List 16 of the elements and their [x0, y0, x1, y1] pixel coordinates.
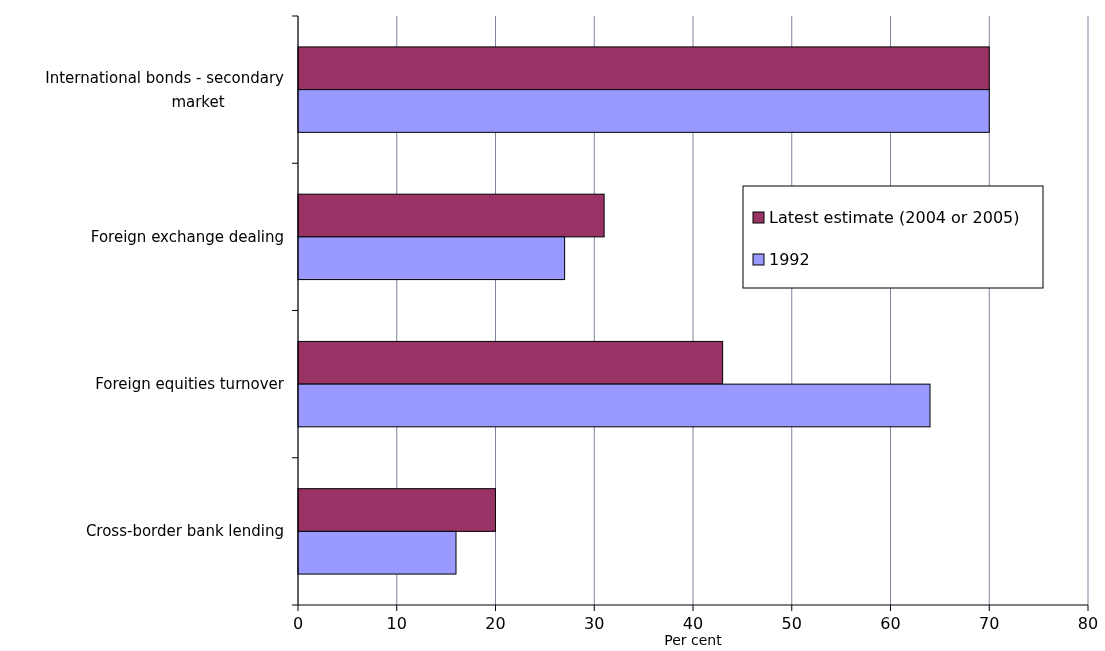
x-tick-label: 80: [1077, 614, 1099, 633]
legend-label: Latest estimate (2004 or 2005): [769, 208, 1020, 227]
x-tick-label: 10: [386, 614, 407, 633]
x-tick-label: 30: [584, 614, 605, 633]
x-tick-label: 40: [682, 614, 704, 633]
x-tick-label: 50: [781, 614, 802, 633]
x-tick-label: 60: [880, 614, 901, 633]
y-tick-label: International bonds - secondary market: [45, 68, 285, 111]
x-tick-label: 20: [485, 614, 506, 633]
x-tick-label: 0: [292, 614, 304, 633]
legend-label: 1992: [769, 250, 810, 269]
x-axis-title: Per cent: [664, 632, 723, 648]
y-tick-label: Foreign equities turnover: [95, 375, 285, 394]
y-tick-label: Cross-border bank lending: [85, 522, 284, 541]
x-tick-label: 70: [979, 614, 1000, 633]
y-tick-label: Foreign exchange dealing: [90, 227, 284, 246]
